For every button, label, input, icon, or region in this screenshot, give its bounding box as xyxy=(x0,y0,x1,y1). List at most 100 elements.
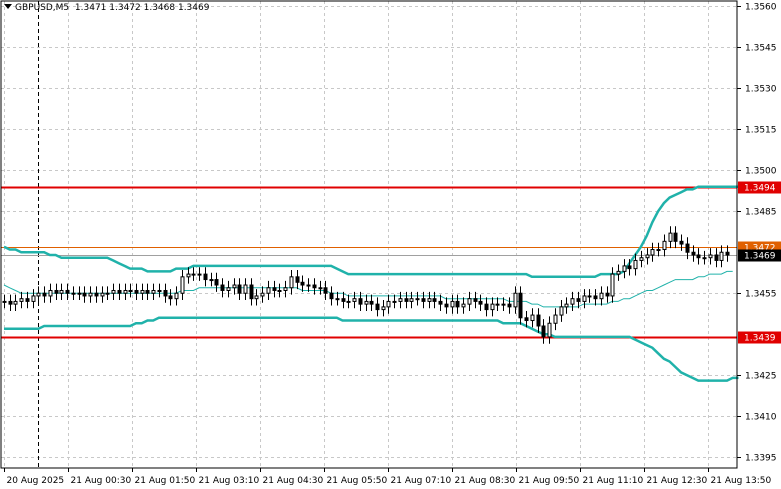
candle-body xyxy=(123,289,128,294)
candle xyxy=(329,286,334,306)
candle-body xyxy=(696,254,701,259)
candle xyxy=(283,280,288,298)
candle-body xyxy=(13,300,18,305)
candle-body xyxy=(553,314,558,324)
time-tick-label: 21 Aug 08:30 xyxy=(455,476,516,486)
candle-body xyxy=(450,300,455,308)
candle-body xyxy=(329,292,334,300)
candle xyxy=(668,226,673,249)
candle xyxy=(484,297,489,317)
plot-frame xyxy=(0,0,738,469)
candle-body xyxy=(547,322,552,338)
candle xyxy=(168,289,173,306)
candle-body xyxy=(461,303,466,308)
price-tick-label: 1.3515 xyxy=(745,126,777,136)
time-tick-label: 21 Aug 09:50 xyxy=(519,476,580,486)
time-tick-label: 21 Aug 07:10 xyxy=(391,476,452,486)
candle-body xyxy=(582,295,587,302)
price-tick-label: 1.3410 xyxy=(745,413,777,423)
candle xyxy=(645,248,650,265)
candle xyxy=(369,294,374,311)
candle xyxy=(432,291,437,309)
candle-body xyxy=(524,317,529,322)
candle xyxy=(163,283,168,303)
candle-body xyxy=(168,295,173,300)
candle-body xyxy=(283,287,288,291)
candle xyxy=(272,280,277,298)
candle xyxy=(71,286,76,301)
candle xyxy=(323,280,328,301)
candle-body xyxy=(237,284,242,294)
candle xyxy=(19,291,24,309)
candle-body xyxy=(197,273,202,276)
candle-body xyxy=(679,240,684,245)
candle-body xyxy=(295,276,300,283)
candle xyxy=(174,286,179,306)
symbol-header: GBPUSD,M5 1.3471 1.3472 1.3468 1.3469 xyxy=(4,3,209,13)
candle xyxy=(605,286,610,303)
candle-body xyxy=(364,300,369,305)
candle-body xyxy=(570,298,575,305)
current-price-label: 1.3469 xyxy=(744,252,776,262)
candle xyxy=(48,283,53,303)
candle-body xyxy=(668,232,673,242)
candle-body xyxy=(691,251,696,256)
candle xyxy=(518,286,523,325)
time-tick-label: 21 Aug 05:50 xyxy=(327,476,388,486)
candle xyxy=(260,286,265,303)
candle-body xyxy=(220,284,225,291)
candle-body xyxy=(616,270,621,275)
candle xyxy=(725,245,730,262)
candle-body xyxy=(610,273,615,297)
candle-body xyxy=(455,300,460,308)
candle-body xyxy=(352,298,357,302)
candle xyxy=(478,294,483,311)
candle-body xyxy=(478,300,483,305)
candle-body xyxy=(232,284,237,289)
candle-body xyxy=(94,292,99,297)
candle-body xyxy=(335,298,340,301)
candle xyxy=(582,289,587,309)
candle xyxy=(54,283,59,301)
candle xyxy=(409,291,414,309)
candle-body xyxy=(157,289,162,292)
candle-body xyxy=(587,295,592,298)
candle xyxy=(427,291,432,309)
candle-body xyxy=(65,289,70,294)
candle xyxy=(341,291,346,309)
candle-body xyxy=(226,287,231,291)
candle xyxy=(36,286,41,303)
candle xyxy=(335,291,340,306)
candle xyxy=(375,297,380,317)
bollinger-upper-line xyxy=(3,185,739,279)
candle-body xyxy=(180,276,185,294)
price-axis[interactable]: 1.3560 1.3545 1.3530 1.3515 1.3500 1.3485 1.34… xyxy=(737,3,781,464)
candle xyxy=(702,250,707,265)
candle xyxy=(599,286,604,306)
candle-body xyxy=(633,259,638,270)
candle xyxy=(232,278,237,295)
candle xyxy=(352,291,357,309)
candle-body xyxy=(277,289,282,292)
candle-body xyxy=(507,303,512,308)
dropdown-triangle-icon[interactable] xyxy=(4,4,12,9)
candle-body xyxy=(513,292,518,308)
candle-body xyxy=(36,292,41,297)
candle-body xyxy=(427,298,432,302)
candle xyxy=(88,286,93,303)
candle xyxy=(392,294,397,309)
candle-body xyxy=(306,284,311,287)
candle xyxy=(381,300,386,317)
candle-body xyxy=(541,325,546,338)
candle-body xyxy=(702,257,707,260)
candle xyxy=(358,291,363,311)
time-axis[interactable]: 20 Aug 2025 21 Aug 00:30 21 Aug 01:50 21 Au… xyxy=(4,468,772,486)
candle-body xyxy=(622,265,627,272)
time-tick-label: 21 Aug 03:10 xyxy=(199,476,260,486)
candle-body xyxy=(260,292,265,297)
candle xyxy=(191,267,196,281)
candle-body xyxy=(128,289,133,292)
candle xyxy=(593,289,598,306)
candle-body xyxy=(432,298,437,302)
